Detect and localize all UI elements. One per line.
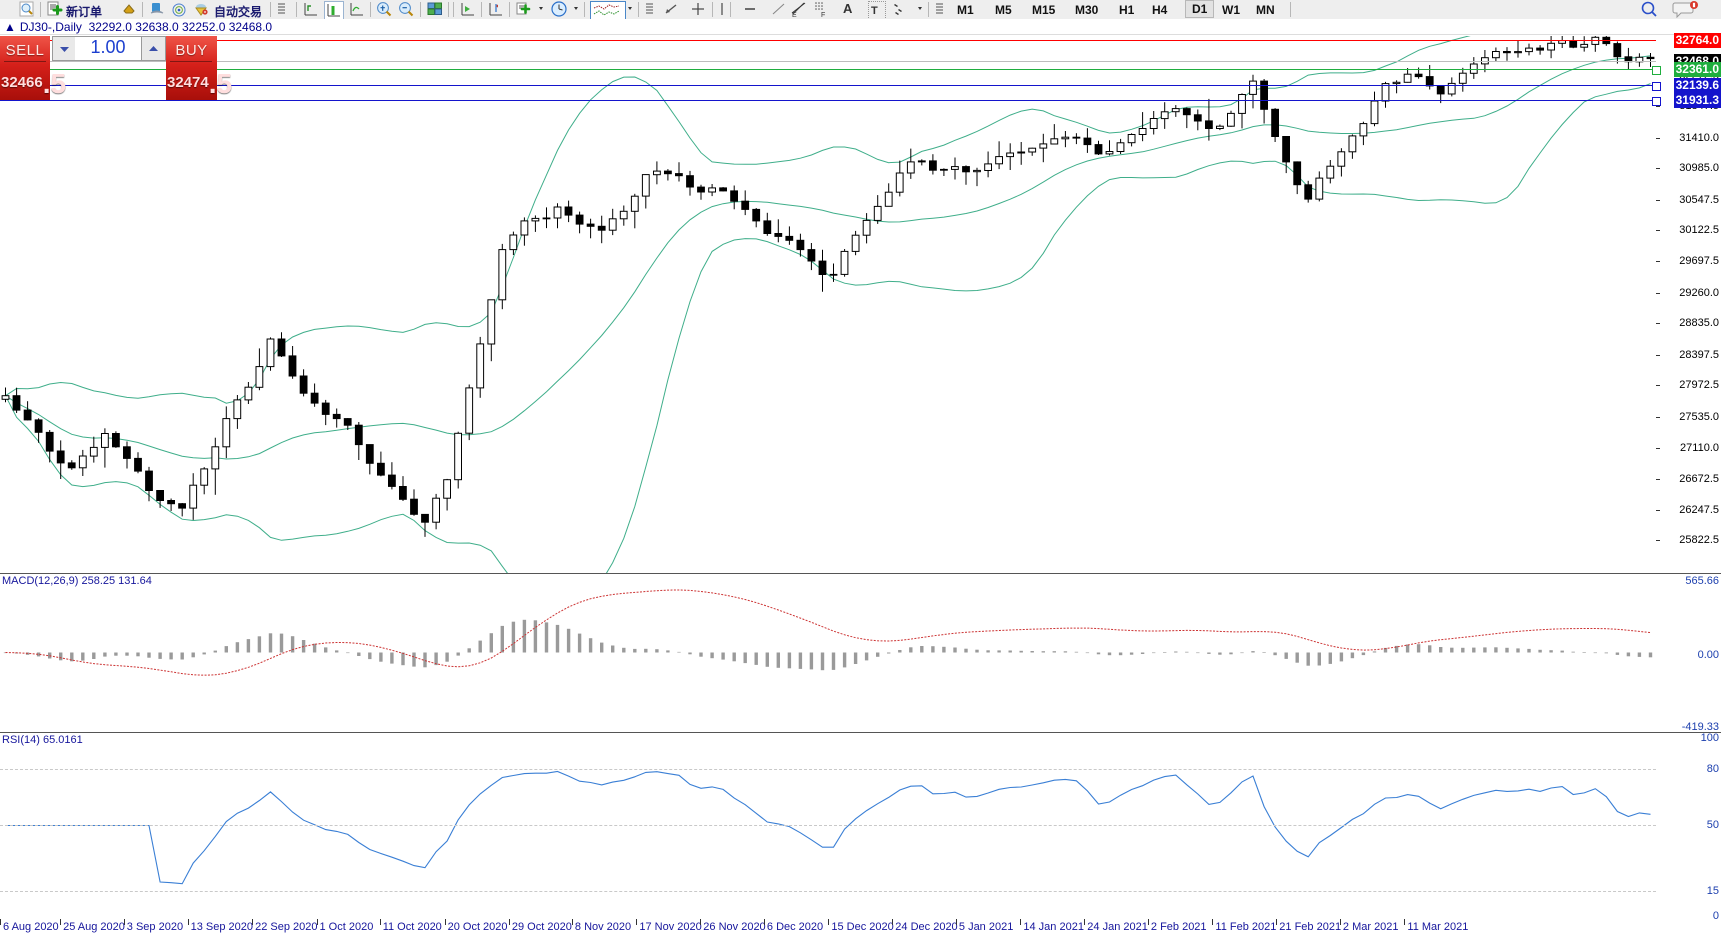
svg-text:E: E	[792, 12, 797, 18]
svg-text:F: F	[821, 12, 825, 18]
svg-text:A: A	[843, 1, 853, 16]
svg-text:T: T	[871, 5, 878, 17]
